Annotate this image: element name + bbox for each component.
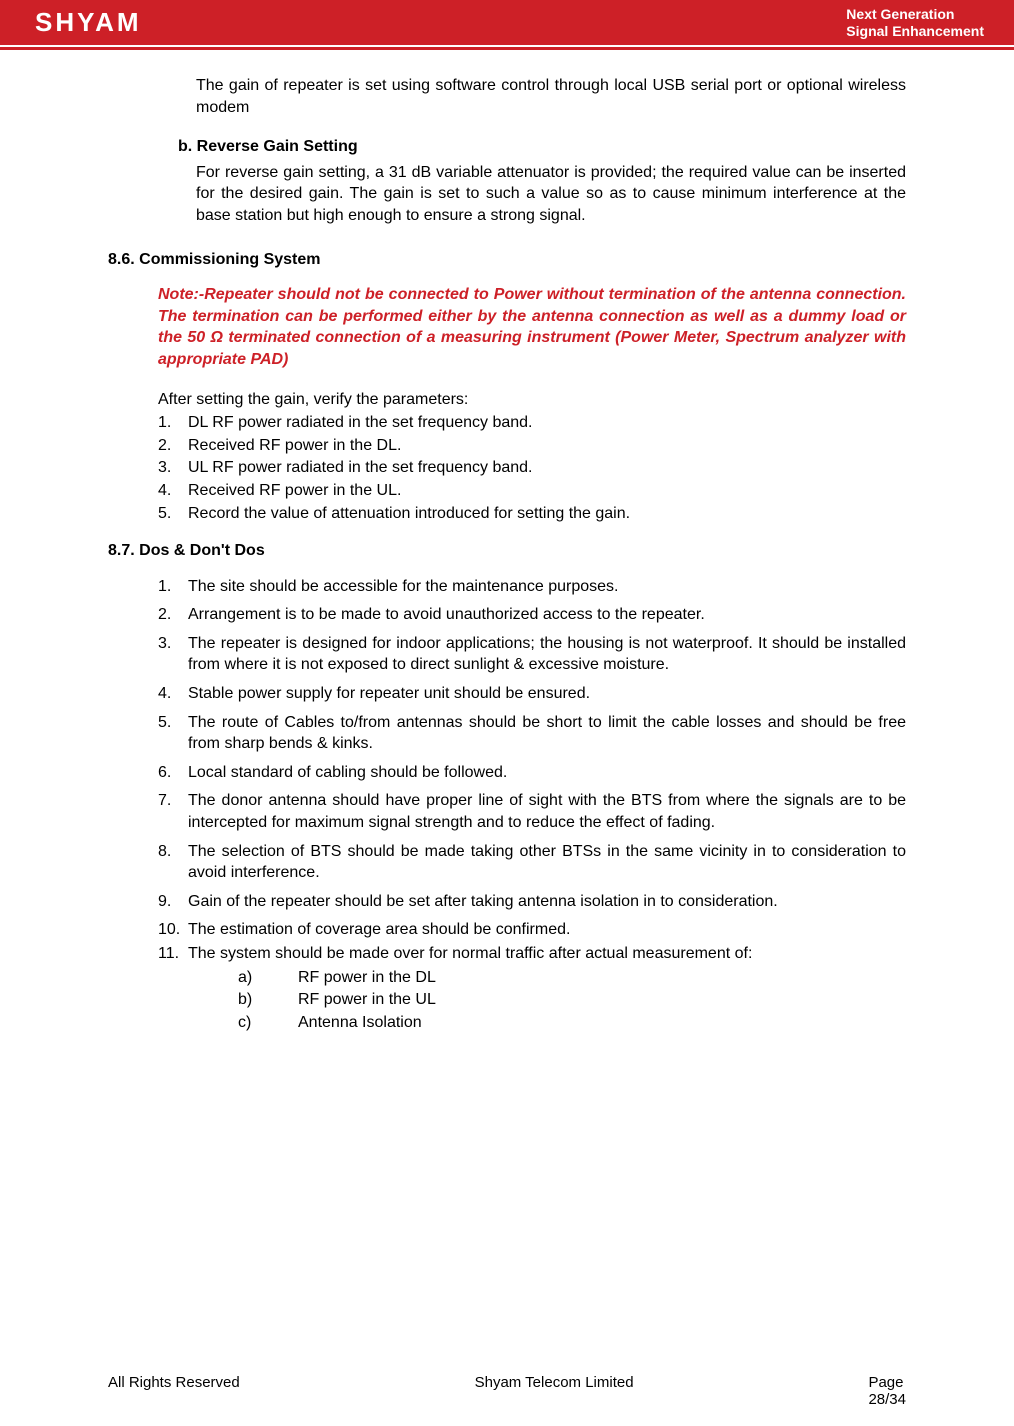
sub-letter-list: a)RF power in the DL b)RF power in the U… bbox=[108, 967, 906, 1034]
list-num: 3. bbox=[158, 457, 188, 479]
list-text: Gain of the repeater should be set after… bbox=[188, 891, 906, 913]
tagline-line2: Signal Enhancement bbox=[846, 23, 984, 40]
header-bar: SHYAM Next Generation Signal Enhancement bbox=[0, 0, 1014, 45]
list-num: 9. bbox=[158, 891, 188, 913]
list-item: 11.The system should be made over for no… bbox=[158, 943, 906, 965]
footer-page-label: Page bbox=[868, 1374, 903, 1391]
list-num: 4. bbox=[158, 480, 188, 502]
list-item: 2.Received RF power in the DL. bbox=[158, 435, 906, 457]
page-content: The gain of repeater is set using softwa… bbox=[0, 50, 1014, 1033]
list-num: 1. bbox=[158, 576, 188, 598]
list-num: 7. bbox=[158, 790, 188, 833]
list-num: 4. bbox=[158, 683, 188, 705]
list-letter: b) bbox=[238, 989, 298, 1011]
list-text: The route of Cables to/from antennas sho… bbox=[188, 712, 906, 755]
list-item: 3.UL RF power radiated in the set freque… bbox=[158, 457, 906, 479]
list-item: a)RF power in the DL bbox=[238, 967, 906, 989]
section-8-6-heading: 8.6. Commissioning System bbox=[108, 249, 906, 271]
list-num: 3. bbox=[158, 633, 188, 676]
dos-list: 1.The site should be accessible for the … bbox=[108, 576, 906, 965]
brand-logo: SHYAM bbox=[35, 7, 142, 38]
list-num: 11. bbox=[158, 943, 188, 965]
list-text: Stable power supply for repeater unit sh… bbox=[188, 683, 906, 705]
list-text: Record the value of attenuation introduc… bbox=[188, 503, 906, 525]
list-item: 1.The site should be accessible for the … bbox=[158, 576, 906, 598]
list-letter: a) bbox=[238, 967, 298, 989]
list-item: 2.Arrangement is to be made to avoid una… bbox=[158, 604, 906, 626]
list-text: UL RF power radiated in the set frequenc… bbox=[188, 457, 906, 479]
list-text: The repeater is designed for indoor appl… bbox=[188, 633, 906, 676]
list-item: 9.Gain of the repeater should be set aft… bbox=[158, 891, 906, 913]
list-item: 8.The selection of BTS should be made ta… bbox=[158, 841, 906, 884]
footer-center: Shyam Telecom Limited bbox=[475, 1374, 634, 1408]
list-text: The system should be made over for norma… bbox=[188, 943, 906, 965]
list-num: 2. bbox=[158, 604, 188, 626]
list-text: Arrangement is to be made to avoid unaut… bbox=[188, 604, 906, 626]
after-setting-text: After setting the gain, verify the param… bbox=[108, 389, 906, 411]
list-num: 8. bbox=[158, 841, 188, 884]
sub-item-b-body: For reverse gain setting, a 31 dB variab… bbox=[108, 162, 906, 227]
sub-item-b-label: b. Reverse Gain Setting bbox=[178, 138, 358, 155]
note-block: Note:-Repeater should not be connected t… bbox=[108, 284, 906, 370]
page-footer: All Rights Reserved Shyam Telecom Limite… bbox=[108, 1374, 906, 1408]
list-num: 5. bbox=[158, 712, 188, 755]
list-text: The selection of BTS should be made taki… bbox=[188, 841, 906, 884]
list-item: 6.Local standard of cabling should be fo… bbox=[158, 762, 906, 784]
list-text: The site should be accessible for the ma… bbox=[188, 576, 906, 598]
list-item: 1.DL RF power radiated in the set freque… bbox=[158, 412, 906, 434]
list-text: Local standard of cabling should be foll… bbox=[188, 762, 906, 784]
list-num: 6. bbox=[158, 762, 188, 784]
list-item: b)RF power in the UL bbox=[238, 989, 906, 1011]
list-num: 2. bbox=[158, 435, 188, 457]
list-item: 10.The estimation of coverage area shoul… bbox=[158, 919, 906, 941]
intro-paragraph: The gain of repeater is set using softwa… bbox=[108, 75, 906, 118]
footer-right: Page 28/34 bbox=[868, 1374, 906, 1408]
list-text: DL RF power radiated in the set frequenc… bbox=[188, 412, 906, 434]
list-item: 3.The repeater is designed for indoor ap… bbox=[158, 633, 906, 676]
list-item: c)Antenna Isolation bbox=[238, 1012, 906, 1034]
sub-item-b: b. Reverse Gain Setting bbox=[108, 136, 906, 158]
header-tagline: Next Generation Signal Enhancement bbox=[846, 6, 984, 40]
list-text: The estimation of coverage area should b… bbox=[188, 919, 906, 941]
verify-list: 1.DL RF power radiated in the set freque… bbox=[108, 412, 906, 524]
list-num: 1. bbox=[158, 412, 188, 434]
list-text: RF power in the UL bbox=[298, 989, 436, 1011]
footer-left: All Rights Reserved bbox=[108, 1374, 240, 1408]
brand-text: SHYAM bbox=[35, 7, 142, 38]
list-num: 5. bbox=[158, 503, 188, 525]
list-item: 5.Record the value of attenuation introd… bbox=[158, 503, 906, 525]
list-item: 4.Received RF power in the UL. bbox=[158, 480, 906, 502]
section-8-7-heading: 8.7. Dos & Don't Dos bbox=[108, 540, 906, 562]
list-text: The donor antenna should have proper lin… bbox=[188, 790, 906, 833]
list-item: 5.The route of Cables to/from antennas s… bbox=[158, 712, 906, 755]
footer-page-num: 28/34 bbox=[868, 1391, 906, 1408]
list-text: Received RF power in the UL. bbox=[188, 480, 906, 502]
tagline-line1: Next Generation bbox=[846, 6, 984, 23]
list-text: Antenna Isolation bbox=[298, 1012, 422, 1034]
list-item: 4.Stable power supply for repeater unit … bbox=[158, 683, 906, 705]
list-letter: c) bbox=[238, 1012, 298, 1034]
list-text: Received RF power in the DL. bbox=[188, 435, 906, 457]
list-text: RF power in the DL bbox=[298, 967, 436, 989]
list-item: 7.The donor antenna should have proper l… bbox=[158, 790, 906, 833]
list-num: 10. bbox=[158, 919, 188, 941]
